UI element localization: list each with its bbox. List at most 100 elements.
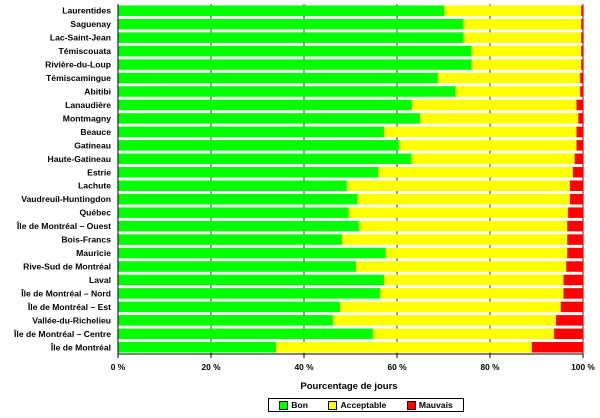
- bar-mauvais: [576, 126, 583, 138]
- bar-acceptable: [437, 72, 581, 84]
- category-label: Montmagny: [63, 113, 111, 123]
- category-label: Gatineau: [74, 140, 111, 150]
- bar-mauvais: [581, 45, 583, 57]
- bar-mauvais: [581, 32, 583, 43]
- category-label: Île de Montréal: [50, 341, 111, 352]
- bar-acceptable: [378, 167, 573, 178]
- bar-acceptable: [276, 342, 532, 353]
- bar-mauvais: [569, 180, 583, 191]
- bar-bon: [118, 261, 357, 272]
- legend-label-acceptable: Acceptable: [340, 400, 387, 410]
- category-labels: Laurentides Saguenay Lac-Saint-Jean Témisco…: [13, 6, 111, 353]
- bar-acceptable: [398, 140, 577, 151]
- legend-swatch-acceptable: [328, 400, 338, 410]
- category-label: Vaudreuil-Huntingdon: [21, 194, 111, 204]
- bar-acceptable: [385, 247, 568, 259]
- bar-bon: [118, 99, 412, 111]
- bar-acceptable: [357, 193, 570, 205]
- bar-bon: [118, 274, 384, 286]
- bar-bon: [118, 301, 341, 313]
- bar-acceptable: [342, 234, 568, 245]
- bar-mauvais: [581, 59, 583, 70]
- bar-mauvais: [560, 301, 583, 313]
- gridlines: [210, 4, 584, 354]
- bar-acceptable: [383, 126, 577, 138]
- category-label: Haute-Gatineau: [47, 154, 111, 164]
- category-label: Bois-Francs: [61, 235, 111, 245]
- category-label: Lachute: [78, 181, 111, 191]
- legend: Bon Acceptable Mauvais: [268, 398, 464, 412]
- bar-acceptable: [444, 5, 582, 16]
- category-label: Estrie: [87, 167, 111, 177]
- x-tick-label: 20 %: [201, 362, 221, 372]
- category-label: Abitibi: [84, 87, 111, 97]
- bar-mauvais: [567, 247, 583, 259]
- legend-item-mauvais: Mauvais: [406, 400, 453, 410]
- bar-bon: [118, 113, 421, 124]
- bar-acceptable: [332, 315, 557, 326]
- bar-mauvais: [563, 288, 583, 299]
- bar-acceptable: [372, 328, 555, 340]
- bar-acceptable: [340, 301, 561, 313]
- bar-mauvais: [580, 86, 583, 97]
- bar-bon: [118, 207, 349, 218]
- x-tick-labels: 0 % 20 % 40 % 60 % 80 % 100 %: [111, 362, 596, 372]
- bar-bon: [118, 328, 373, 340]
- bar-acceptable: [455, 86, 581, 97]
- bar-bon: [118, 140, 399, 151]
- bar-bon: [118, 32, 464, 43]
- bar-acceptable: [411, 99, 577, 111]
- bar-mauvais: [566, 261, 583, 272]
- bars: [118, 5, 583, 353]
- legend-label-mauvais: Mauvais: [418, 400, 453, 410]
- category-label: Laurentides: [62, 6, 111, 16]
- bar-bon: [118, 180, 347, 191]
- bar-acceptable: [383, 274, 564, 286]
- stacked-bar-chart: Laurentides Saguenay Lac-Saint-Jean Témisco…: [13, 4, 596, 392]
- category-label: Témiscouata: [58, 46, 111, 56]
- bar-mauvais: [531, 342, 583, 353]
- legend-swatch-mauvais: [406, 400, 416, 410]
- bar-bon: [118, 45, 472, 57]
- category-label: Témiscamingue: [46, 73, 111, 83]
- bar-acceptable: [410, 153, 575, 165]
- bar-bon: [118, 126, 384, 138]
- legend-item-bon: Bon: [279, 400, 308, 410]
- category-label: Saguenay: [70, 19, 111, 29]
- bar-mauvais: [581, 5, 583, 16]
- bar-mauvais: [576, 140, 583, 151]
- bar-acceptable: [471, 59, 582, 70]
- bar-mauvais: [563, 274, 583, 286]
- bar-acceptable: [358, 220, 568, 232]
- bar-acceptable: [346, 180, 570, 191]
- legend-item-acceptable: Acceptable: [328, 400, 386, 410]
- x-tick-label: 40 %: [294, 362, 314, 372]
- bar-mauvais: [554, 328, 583, 340]
- bar-acceptable: [420, 113, 579, 124]
- bar-bon: [118, 167, 379, 178]
- category-label: Québec: [79, 208, 111, 218]
- category-label: Vallée-du-Richelieu: [32, 315, 111, 325]
- bar-bon: [118, 247, 386, 259]
- bar-mauvais: [567, 234, 583, 245]
- x-tick-label: 100 %: [571, 362, 595, 372]
- axes: [117, 4, 584, 358]
- legend-label-bon: Bon: [291, 400, 308, 410]
- bar-mauvais: [581, 18, 583, 30]
- bar-mauvais: [569, 193, 583, 205]
- category-label: Île de Montréal – Ouest: [16, 220, 111, 231]
- bar-acceptable: [471, 45, 582, 57]
- category-label: Lanaudière: [65, 100, 111, 110]
- bar-bon: [118, 315, 333, 326]
- bar-bon: [118, 59, 472, 70]
- bar-mauvais: [578, 113, 583, 124]
- bar-mauvais: [568, 207, 583, 218]
- bar-mauvais: [556, 315, 583, 326]
- category-label: Lac-Saint-Jean: [50, 33, 111, 43]
- x-tick-label: 80 %: [480, 362, 500, 372]
- category-label: Île de Montréal – Nord: [20, 287, 111, 298]
- legend-swatch-bon: [279, 400, 289, 410]
- bar-mauvais: [572, 167, 583, 178]
- bar-bon: [118, 220, 359, 232]
- bar-acceptable: [463, 18, 582, 30]
